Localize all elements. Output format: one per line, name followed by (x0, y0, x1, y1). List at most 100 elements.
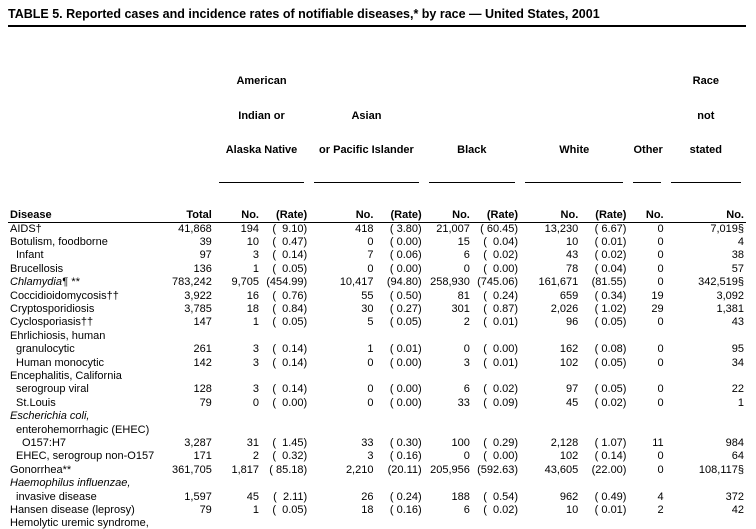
group-label-line: or Pacific Islander (319, 144, 414, 156)
disease-name: Human monocytic (16, 356, 105, 369)
cell-api-no (309, 330, 375, 343)
cell-black-no (424, 517, 472, 529)
cell-aian-rate (261, 330, 309, 343)
cell-black-rate: ( 0.01) (483, 316, 519, 329)
cell-aian-rate (261, 370, 309, 383)
cell-white-rate: (22.00) (591, 463, 627, 476)
cell-api-no: 26 (361, 490, 374, 503)
cell-aian-rate (261, 410, 309, 423)
cell-aian-no: 194 (240, 222, 259, 235)
cell-white-no: 962 (559, 490, 579, 503)
table-row: Brucellosis 136 1 ( 0.05) 0 ( 0.00) 0 ( 0.00) 78… (8, 263, 746, 276)
cell-aian-rate: ( 2.11) (273, 490, 308, 503)
cell-other-no: 0 (657, 343, 664, 356)
cell-aian-rate: ( 0.32) (272, 450, 308, 463)
cell-total: 41,868 (178, 222, 212, 235)
disease-name: Infant (16, 249, 44, 262)
cell-api-no: 1 (367, 343, 374, 356)
cell-other-no: 0 (657, 249, 664, 262)
aian-rate-header: (Rate) (261, 205, 310, 223)
cell-total: 39 (199, 235, 212, 248)
cell-other-no: 2 (657, 504, 664, 517)
cell-aian-rate: ( 0.14) (272, 249, 308, 262)
cell-white-no (520, 477, 580, 490)
cell-aian-no (214, 424, 261, 437)
cell-black-rate: ( 0.02) (483, 249, 519, 262)
table-row: Human monocytic 142 3 ( 0.14) 0 ( 0.00) 3 ( 0.0… (8, 357, 746, 370)
table-section-row: Hemolytic uremic syndrome, (8, 517, 746, 529)
cell-white-rate (580, 517, 628, 529)
cell-aian-no: 1 (252, 262, 259, 275)
table-row: Chlamydia¶ ** 783,242 9,705 (454.99) 10,417 (… (8, 276, 746, 289)
cell-other-no (628, 410, 665, 423)
cell-race-not-stated-no (666, 370, 746, 383)
table-row: O157:H7 3,287 31 ( 1.45) 33 ( 0.30) 100 ( 0.29)… (8, 437, 746, 450)
cell-other-no: 4 (657, 490, 664, 503)
cell-api-rate: ( 0.06) (389, 249, 422, 262)
cell-api-no: 3 (367, 450, 374, 463)
total-column-header: Total (166, 205, 214, 223)
cell-race-not-stated-no: 984 (725, 437, 744, 449)
cell-race-not-stated-no: 42 (731, 504, 744, 517)
group-label-line: Alaska Native (225, 144, 298, 156)
disease-name: O157:H7 (22, 437, 67, 449)
table-title: TABLE 5. Reported cases and incidence ra… (8, 7, 746, 27)
cell-white-rate (580, 330, 628, 343)
cell-other-no: 29 (651, 302, 664, 315)
cell-white-no: 2,128 (550, 437, 579, 449)
white-no-header: No. (520, 205, 581, 223)
group-label-underline: American Indian or Alaska Native (218, 53, 305, 183)
cell-total: 128 (193, 383, 212, 396)
cell-black-no: 6 (463, 383, 470, 396)
cell-aian-rate: ( 85.18) (269, 463, 308, 476)
disease-name: Coccidioidomycosis†† (10, 289, 119, 302)
table-row: Coccidioidomycosis†† 3,922 16 ( 0.76) 55 ( 0.… (8, 290, 746, 303)
cell-black-no: 100 (451, 437, 470, 449)
cell-aian-no: 3 (252, 356, 259, 369)
cell-total: 136 (193, 262, 212, 275)
cell-total: 171 (193, 450, 212, 463)
table-section-row: Encephalitis, California (8, 370, 746, 383)
col-group-asian-pacific-islander: Asian or Pacific Islander (309, 30, 423, 206)
cell-race-not-stated-no (666, 424, 746, 437)
table-row: EHEC, serogroup non-O157 171 2 ( 0.32) 3 ( 0.… (8, 450, 746, 463)
cell-api-no: 0 (367, 396, 374, 409)
disease-name: Haemophilus influenzae, (10, 477, 131, 490)
cell-black-rate: ( 0.29) (483, 437, 519, 449)
table-section-row: Ehrlichiosis, human (8, 330, 746, 343)
cell-other-no (628, 330, 665, 343)
cell-other-no (628, 517, 665, 529)
cell-white-rate: ( 0.02) (594, 249, 627, 262)
group-label-underline: Other (633, 122, 663, 183)
cell-api-no (309, 410, 375, 423)
cell-api-no: 10,417 (339, 276, 374, 289)
cell-black-no: 6 (463, 249, 470, 262)
cell-total (167, 330, 214, 343)
cell-api-no: 55 (361, 289, 374, 302)
cell-white-no: 97 (566, 383, 579, 396)
cell-other-no (628, 477, 665, 490)
cell-api-rate: ( 0.00) (389, 356, 422, 369)
cell-white-rate: ( 1.02) (594, 302, 627, 315)
group-label-line: American (236, 75, 287, 87)
cell-white-rate: ( 1.07) (594, 437, 627, 449)
cell-api-rate: ( 3.80) (389, 222, 422, 235)
cell-total: 79 (199, 396, 212, 409)
cell-api-no: 0 (367, 262, 374, 275)
cell-aian-rate: (454.99) (266, 276, 308, 289)
cell-black-rate: ( 60.45) (480, 222, 519, 235)
cell-api-rate (375, 410, 423, 423)
cell-white-rate: ( 0.04) (594, 262, 627, 275)
cell-white-rate: ( 0.05) (594, 356, 627, 369)
group-label-line: Black (457, 144, 487, 156)
cell-aian-rate: ( 0.14) (272, 356, 308, 369)
group-label-underline: Black (428, 122, 516, 183)
disease-name: Ehrlichiosis, human (10, 329, 106, 342)
cell-race-not-stated-no (666, 517, 746, 529)
table-row: granulocytic 261 3 ( 0.14) 1 ( 0.01) 0 ( 0.00) 1… (8, 343, 746, 356)
cell-race-not-stated-no: 22 (731, 383, 744, 396)
disease-name: Chlamydia¶ ** (10, 276, 80, 289)
cell-total: 3,922 (184, 289, 212, 302)
cell-aian-no (214, 477, 261, 490)
